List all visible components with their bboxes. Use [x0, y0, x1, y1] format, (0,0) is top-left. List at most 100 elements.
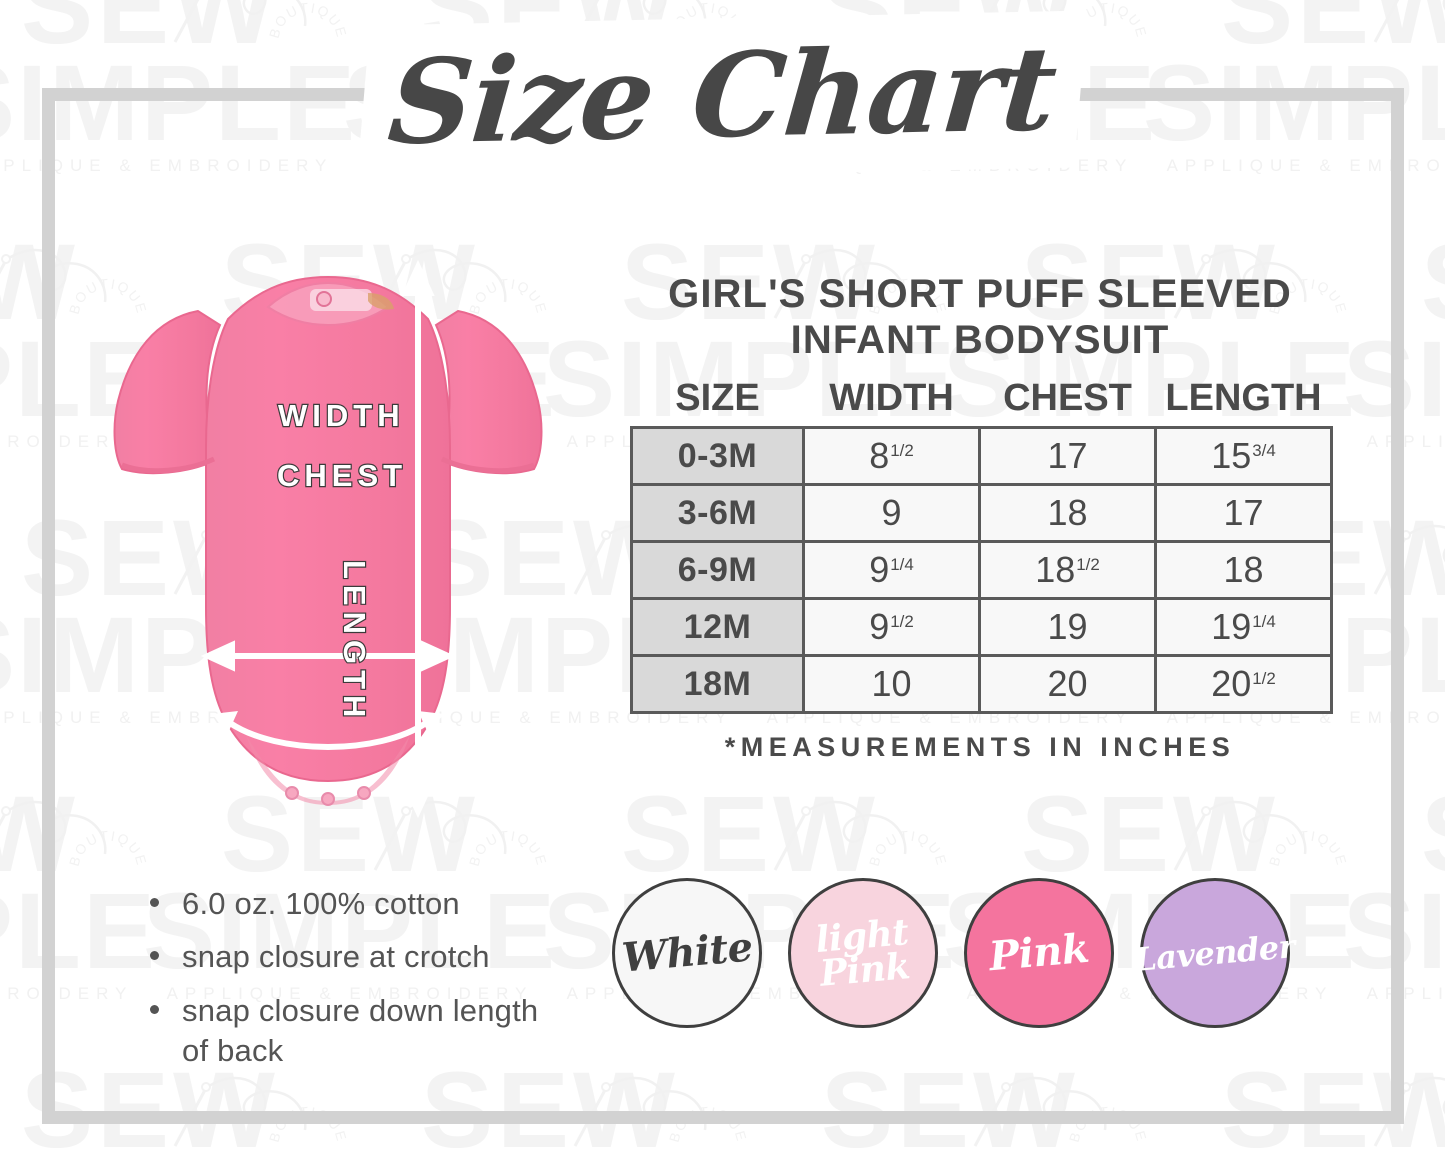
watermark-line1: SEW	[820, 1049, 1079, 1156]
watermark-line2: SIMPLE	[1342, 317, 1445, 439]
cell-size: 12M	[630, 597, 805, 658]
value-whole: 15	[1211, 435, 1252, 477]
cell-chest: 181/2	[978, 540, 1157, 601]
measurement-label-length: LENGTH	[336, 559, 373, 725]
measurement-label-width: WIDTH	[277, 397, 405, 434]
color-swatch-row: White light Pink Pink Lavender	[612, 878, 1372, 1028]
color-swatch-white[interactable]: White	[612, 878, 762, 1028]
size-table: SIZE WIDTH CHEST LENGTH 0-3M 81/2 17 153/4 3…	[630, 377, 1333, 715]
column-header-chest: CHEST	[1003, 377, 1132, 420]
value-whole: 9	[881, 492, 902, 534]
fraction: 1/2	[890, 611, 914, 631]
cell-width: 10	[802, 654, 981, 715]
svg-text:BOUTIQUE: BOUTIQUE	[1267, 828, 1350, 868]
feature-item: 6.0 oz. 100% cotton	[148, 884, 568, 924]
feature-text: snap closure down length of back	[182, 992, 539, 1068]
size-chart-panel: GIRL'S SHORT PUFF SLEEVED INFANT BODYSUI…	[630, 272, 1333, 763]
color-swatch-light-pink[interactable]: light Pink	[788, 878, 938, 1028]
value-whole: 9	[869, 606, 890, 648]
value-whole: 10	[871, 663, 912, 705]
cell-length: 191/4	[1154, 597, 1333, 658]
table-row: 6-9M 91/4 181/2 18	[630, 540, 1333, 601]
features-list: 6.0 oz. 100% cotton snap closure at crotc…	[148, 884, 568, 1084]
watermark-line1: SEW	[1220, 1049, 1445, 1156]
svg-text:BOUTIQUE: BOUTIQUE	[267, 1104, 350, 1144]
needle-thread-icon	[973, 1076, 1107, 1147]
table-row: 18M 10 20 201/2	[630, 654, 1333, 715]
measurement-label-chest: CHEST	[276, 457, 408, 494]
swatch-label: White	[619, 923, 755, 982]
needle-thread-icon	[573, 1076, 707, 1147]
value-whole: 17	[1223, 492, 1264, 534]
swatch-label: Pink	[987, 924, 1091, 981]
page-title: Size Chart	[0, 10, 1445, 183]
column-header-length: LENGTH	[1165, 377, 1322, 420]
value-whole: 20	[1211, 663, 1252, 705]
cell-length: 153/4	[1154, 426, 1333, 487]
feature-item: snap closure down length of back	[148, 991, 568, 1072]
needle-thread-icon	[1173, 800, 1307, 871]
watermark-line1: SEW	[1340, 228, 1445, 336]
column-header-width: WIDTH	[829, 377, 954, 420]
swatch-label: light Pink	[813, 910, 912, 995]
value-whole: 20	[1047, 663, 1088, 705]
watermark-line1: SEW	[1020, 773, 1279, 894]
feature-text: 6.0 oz. 100% cotton	[182, 886, 460, 921]
color-swatch-lavender[interactable]: Lavender	[1133, 878, 1297, 1028]
svg-text:BOUTIQUE: BOUTIQUE	[1067, 1104, 1150, 1144]
fraction: 1/4	[890, 554, 914, 574]
fraction: 1/2	[890, 440, 914, 460]
value-whole: 18	[1223, 549, 1264, 591]
cell-width: 81/2	[802, 426, 981, 487]
bullet-icon	[150, 898, 159, 907]
cell-size: 0-3M	[630, 426, 805, 487]
page-title-text: Size Chart	[356, 10, 1089, 183]
table-header-row: SIZE WIDTH CHEST LENGTH	[632, 377, 1332, 428]
cell-chest: 20	[978, 654, 1157, 715]
value-whole: 17	[1047, 435, 1088, 477]
cell-width: 91/2	[802, 597, 981, 658]
bullet-icon	[150, 1004, 159, 1014]
needle-thread-icon	[1373, 524, 1445, 595]
value-whole: 19	[1211, 606, 1252, 648]
fraction: 1/4	[1252, 611, 1276, 631]
cell-chest: 17	[978, 426, 1157, 487]
boutique-badge-icon: BOUTIQUE	[267, 1104, 350, 1144]
size-table-body: 0-3M 81/2 17 153/4 3-6M 9 18 17 6-9M 91/4 181/2 18 1…	[630, 426, 1333, 715]
watermark-sub: APPLIQUE & EMBROIDERY	[0, 984, 134, 1004]
watermark-line1: SEW	[620, 773, 879, 894]
product-title: GIRL'S SHORT PUFF SLEEVED INFANT BODYSUI…	[630, 272, 1330, 363]
value-whole: 9	[869, 549, 890, 591]
cell-size: 3-6M	[630, 483, 805, 544]
cell-width: 91/4	[802, 540, 981, 601]
feature-item: snap closure at crotch	[148, 937, 568, 977]
cell-size: 6-9M	[630, 540, 805, 601]
cell-length: 17	[1154, 483, 1333, 544]
boutique-badge-icon: BOUTIQUE	[667, 1104, 748, 1144]
cell-chest: 19	[978, 597, 1157, 658]
watermark-line1: SEW	[1340, 780, 1445, 888]
cell-width: 9	[802, 483, 981, 544]
cell-chest: 18	[978, 483, 1157, 544]
product-title-line1: GIRL'S SHORT PUFF SLEEVED	[668, 272, 1292, 316]
table-row: 12M 91/2 19 191/4	[630, 597, 1333, 658]
table-row: 0-3M 81/2 17 153/4	[630, 426, 1333, 487]
needle-thread-icon	[773, 800, 907, 871]
swatch-label: Lavender	[1133, 926, 1297, 979]
value-whole: 19	[1047, 606, 1088, 648]
boutique-badge-icon: BOUTIQUE	[1067, 1104, 1150, 1144]
needle-thread-icon	[1373, 1076, 1445, 1147]
cell-length: 201/2	[1154, 654, 1333, 715]
measurements-note: *MEASUREMENTS IN INCHES	[724, 732, 1236, 763]
cell-size: 18M	[630, 654, 805, 715]
color-swatch-pink[interactable]: Pink	[964, 878, 1114, 1028]
cell-length: 18	[1154, 540, 1333, 601]
fraction: 1/2	[1076, 554, 1100, 574]
column-header-size: SIZE	[675, 377, 760, 420]
fraction: 1/2	[1252, 668, 1276, 688]
table-row: 3-6M 9 18 17	[630, 483, 1333, 544]
value-whole: 8	[869, 435, 890, 477]
